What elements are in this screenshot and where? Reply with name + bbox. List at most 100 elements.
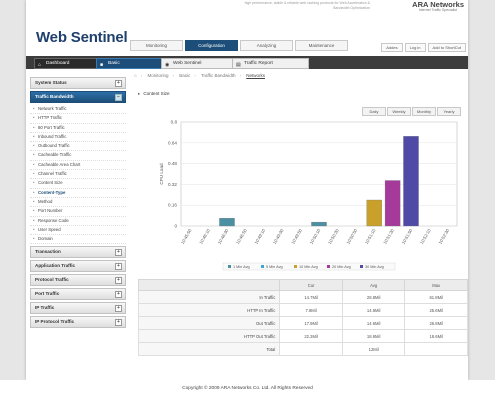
brand-subtitle: Internet Traffic Specialist	[418, 8, 457, 12]
sidebar-section-protocol-traffic[interactable]: Protocol Traffic +	[30, 274, 126, 287]
sidebar-items: Network Traffic HTTP Traffic 80 Port Tra…	[30, 105, 126, 245]
report-icon: ▤	[236, 62, 241, 68]
subtab-traffic-report[interactable]: ▤ Traffic Report	[232, 58, 309, 69]
home-icon: ⌂	[38, 62, 42, 68]
x-tick-label: 10:51:50	[401, 227, 414, 245]
y-tick-label: 0.64	[168, 140, 177, 145]
subtab-label: Basic	[108, 61, 120, 66]
range-weekly[interactable]: Weekly	[387, 107, 411, 116]
legend-label: 1 Min Avg	[233, 265, 250, 269]
breadcrumb-item[interactable]: Basic	[179, 73, 191, 78]
sidebar-item-cacheable-area-chart[interactable]: Cacheable Area Chart	[30, 161, 126, 171]
basic-icon: ■	[100, 62, 104, 68]
add-shortcut-link[interactable]: Add to ShortCut	[427, 43, 466, 52]
row-label: Total	[137, 342, 281, 356]
cell-avg: 28.8Mil	[341, 290, 406, 304]
tab-configuration[interactable]: Configuration	[185, 40, 238, 51]
expand-icon[interactable]: +	[115, 249, 122, 257]
section-label: Port Traffic	[35, 291, 60, 297]
range-monthly[interactable]: Monthly	[412, 107, 436, 116]
table-header-avg: Avg	[341, 279, 406, 291]
sidebar-section-application-traffic[interactable]: Application Traffic +	[30, 260, 126, 273]
sidebar-section-transaction[interactable]: Transaction +	[30, 246, 126, 259]
sidebar-item-outbound-traffic[interactable]: Outbound Traffic	[30, 142, 126, 152]
sidebar: System Status + Traffic Bandwidth − Netw…	[30, 77, 126, 330]
cell-max	[404, 342, 468, 356]
cell-max: 25.6Mil	[404, 303, 468, 317]
sidebar-item-response-code[interactable]: Response Code	[30, 217, 126, 226]
utility-links: Addes Log in Add to ShortCut	[379, 43, 466, 52]
x-tick-label: 10:50:50	[345, 227, 358, 245]
legend-box	[222, 262, 396, 271]
table-header-cur: Cur	[279, 279, 343, 291]
collapse-icon[interactable]: −	[115, 94, 122, 101]
expand-icon[interactable]: +	[115, 291, 122, 299]
section-label: IP Traffic	[35, 305, 55, 311]
y-tick-label: 0.8	[171, 120, 178, 125]
tab-maintenance[interactable]: Maintenance	[295, 40, 348, 51]
x-tick-label: 10:46:10	[198, 227, 211, 245]
expand-icon[interactable]: +	[115, 305, 122, 313]
sidebar-item-inbound-traffic[interactable]: Inbound Traffic	[30, 133, 126, 143]
row-label: In Traffic	[137, 290, 281, 304]
subtab-web-sentinel[interactable]: ◉ Web Sentinel	[161, 58, 238, 69]
sidebar-item-80-port-traffic[interactable]: 80 Port Traffic	[30, 124, 126, 133]
y-tick-label: 0.32	[168, 182, 177, 187]
subtab-dashboard[interactable]: ⌂ Dashboard	[34, 58, 102, 69]
sidebar-item-http-traffic[interactable]: HTTP Traffic	[30, 114, 126, 124]
login-link[interactable]: Log in	[404, 43, 426, 52]
subtab-label: Traffic Report	[244, 61, 273, 66]
top-nav: Monitoring Configuration Analyzing Maint…	[130, 40, 350, 51]
tab-monitoring[interactable]: Monitoring	[130, 40, 183, 51]
sidebar-item-content-size[interactable]: Content Size	[30, 179, 126, 189]
cell-cur: 17.9Mil	[279, 316, 343, 330]
sidebar-section-ip-protocol-traffic[interactable]: IP Protocol Traffic +	[30, 316, 126, 329]
sidebar-item-content-type[interactable]: Content-Type	[30, 189, 126, 198]
breadcrumb-item[interactable]: Monitoring	[147, 73, 169, 78]
cell-cur: 22.3Mil	[279, 329, 343, 343]
panel-title-text: Content Size	[143, 91, 170, 96]
cell-cur: 7.8Mil	[279, 303, 343, 317]
tab-analyzing[interactable]: Analyzing	[240, 40, 293, 51]
home-icon[interactable]: ⌂	[134, 73, 137, 78]
footer	[0, 380, 495, 400]
sidebar-item-cacheable-traffic[interactable]: Cacheable Traffic	[30, 151, 126, 161]
range-tabs: Daily Weekly Monthly Yearly	[361, 107, 461, 116]
sidebar-section-system-status[interactable]: System Status +	[30, 77, 126, 89]
cell-avg: 18.6Mil	[341, 329, 406, 343]
sidebar-section-ip-traffic[interactable]: IP Traffic +	[30, 302, 126, 315]
bar	[311, 221, 327, 227]
subtab-label: Web Sentinel	[173, 61, 202, 66]
expand-icon[interactable]: +	[115, 263, 122, 271]
footer-copyright: Copyright © 2009 ARA Networks Co. Ltd. A…	[182, 386, 313, 391]
expand-icon[interactable]: +	[115, 80, 122, 87]
range-yearly[interactable]: Yearly	[437, 107, 461, 116]
legend-label: 10 Min Avg	[299, 265, 318, 269]
section-label: System Status	[35, 80, 67, 85]
y-tick-label: 0.48	[168, 161, 177, 166]
sidebar-item-network-traffic[interactable]: Network Traffic	[30, 105, 126, 115]
cell-max: 18.6Mil	[404, 329, 468, 343]
sidebar-item-channel-traffic[interactable]: Channel Traffic	[30, 170, 126, 180]
table-row: HTTP Out Traffic 22.3Mil 18.6Mil 18.6Mil	[137, 329, 468, 343]
y-tick-label: 0	[174, 224, 177, 229]
expand-icon[interactable]: +	[115, 277, 122, 285]
expand-icon[interactable]: +	[115, 319, 122, 327]
app-window: Web Sentinel high performance, stable & …	[26, 0, 468, 380]
sidebar-item-user-speed[interactable]: User Speed	[30, 226, 126, 236]
app-logo[interactable]: Web Sentinel	[36, 29, 128, 46]
sidebar-section-traffic-bandwidth[interactable]: Traffic Bandwidth −	[30, 91, 126, 103]
sidebar-item-port-number[interactable]: Port Number	[30, 207, 126, 217]
range-daily[interactable]: Daily	[362, 107, 386, 116]
breadcrumb-item[interactable]: Traffic Bandwidth	[200, 73, 236, 78]
tagline: high performance, stable & reliable web …	[244, 1, 370, 10]
cell-avg: 12Mil	[341, 342, 406, 356]
table-row: In Traffic 14.7Mil 28.8Mil 61.8Mil	[137, 290, 468, 304]
sidebar-item-method[interactable]: Method	[30, 198, 126, 208]
legend-label: 30 Min Avg	[365, 265, 384, 269]
subtab-basic[interactable]: ■ Basic	[96, 58, 167, 69]
addes-link[interactable]: Addes	[381, 43, 403, 52]
sidebar-item-domain[interactable]: Domain	[30, 235, 126, 245]
x-tick-label: 10:49:50	[290, 227, 303, 245]
sidebar-section-port-traffic[interactable]: Port Traffic +	[30, 288, 126, 301]
